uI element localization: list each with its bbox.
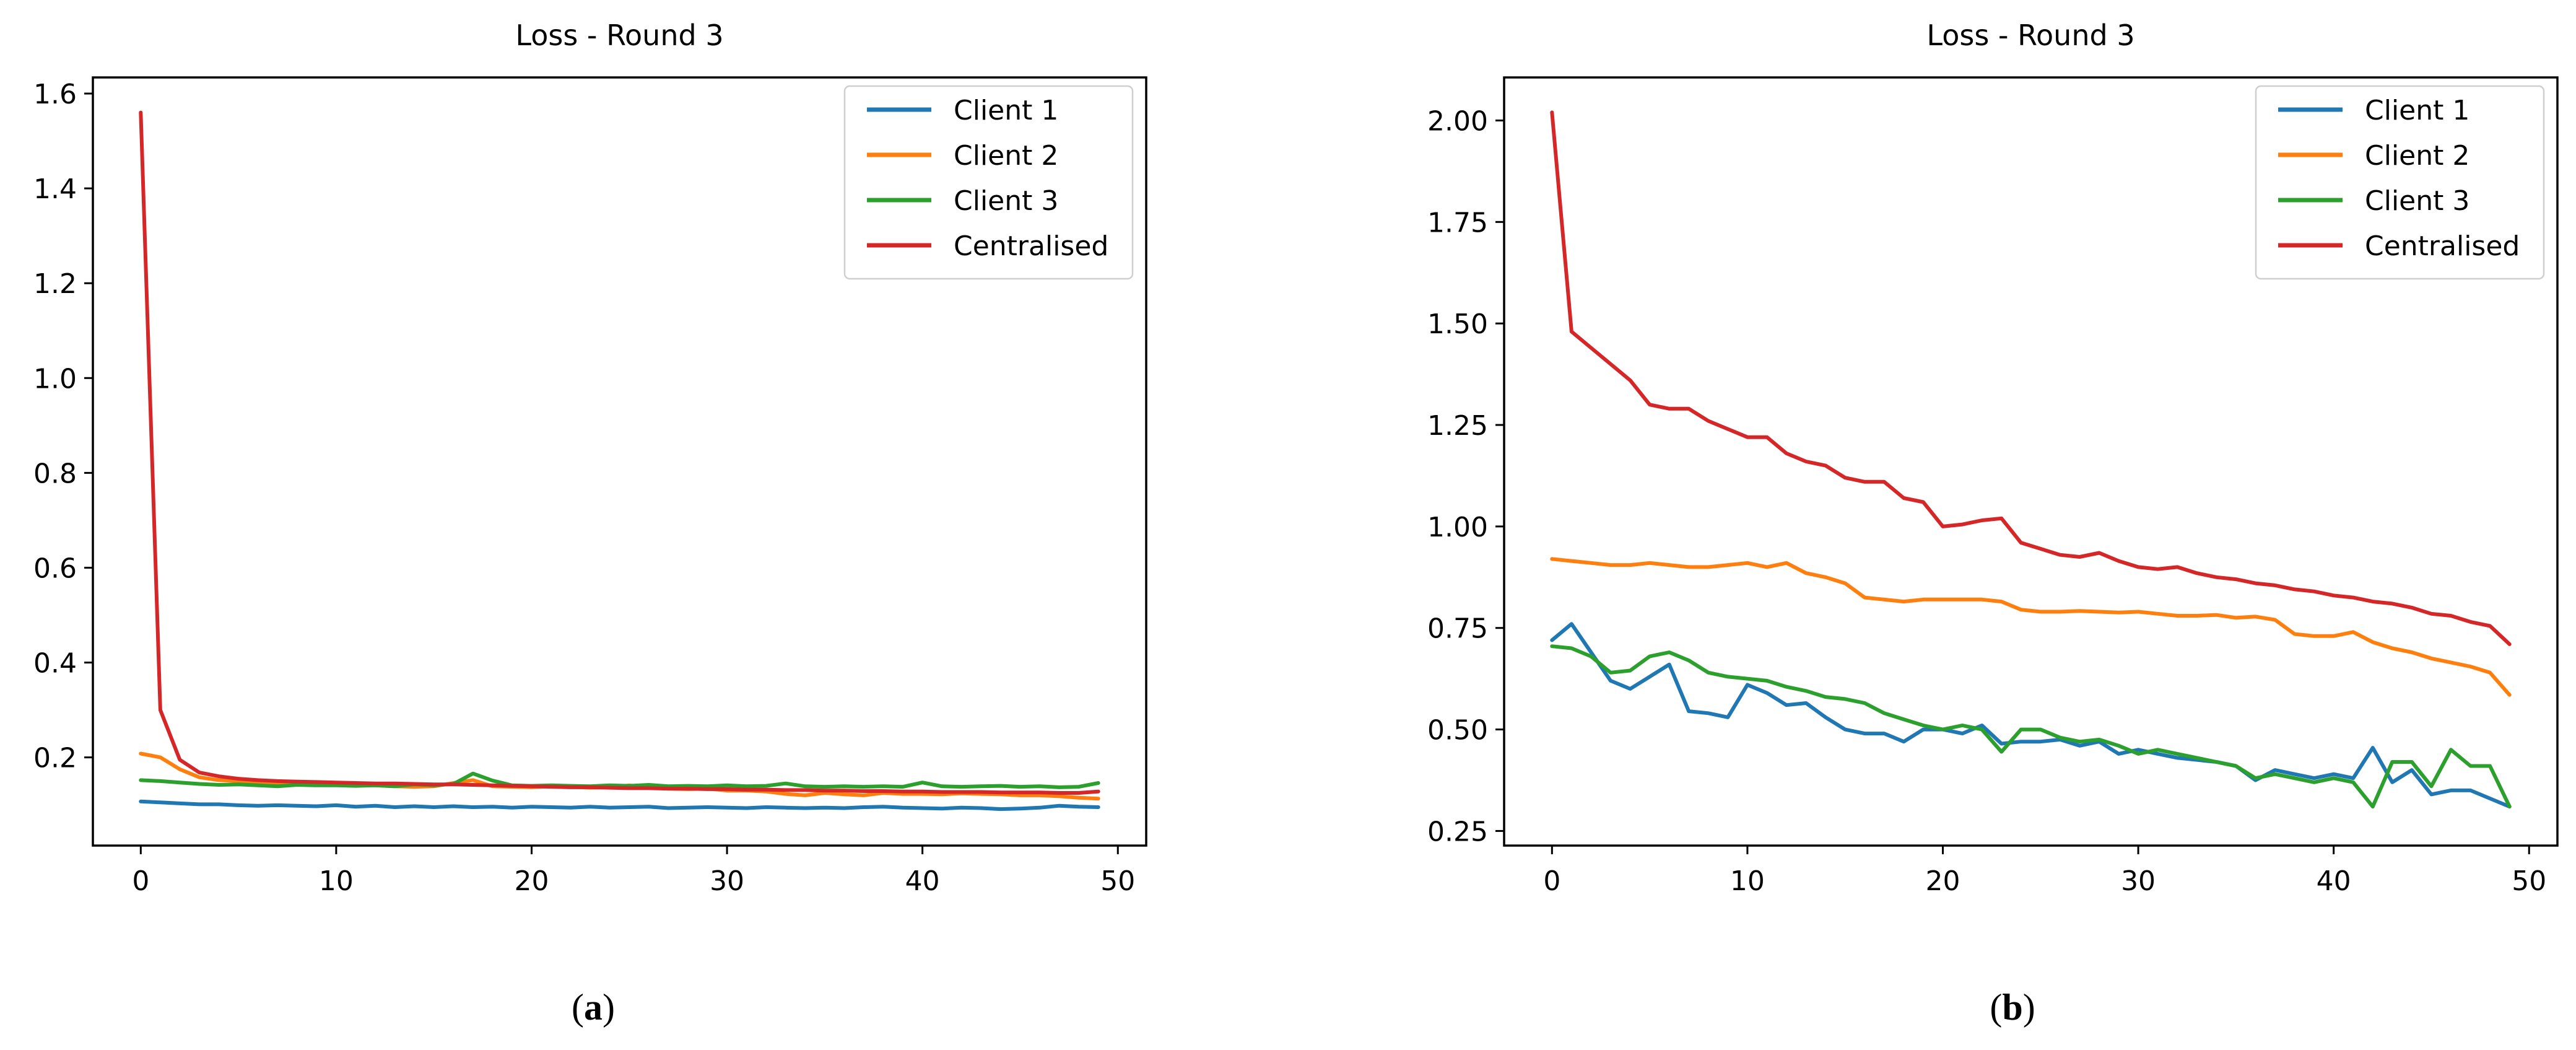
legend-label-client-1: Client 1 xyxy=(954,95,1058,126)
chart-title: Loss - Round 3 xyxy=(515,19,723,52)
caption-b: (b) xyxy=(1990,987,2035,1028)
x-tick-label: 20 xyxy=(1925,865,1960,897)
x-tick-label: 30 xyxy=(710,865,744,897)
y-tick-label: 0.4 xyxy=(33,648,77,680)
chart-panel-a: Loss - Round 3 0 10 20 30 40 50 0.2 0.4 0.6 0.8 1.0… xyxy=(33,19,1147,897)
series-line-client-1 xyxy=(1550,622,2512,809)
x-tick-label: 50 xyxy=(1100,865,1135,897)
y-tick-label: 1.75 xyxy=(1427,207,1488,238)
y-tick-label: 1.2 xyxy=(33,268,77,300)
x-tick-label: 0 xyxy=(1543,865,1560,897)
axes-frame xyxy=(1503,76,2559,847)
x-tick-label: 40 xyxy=(905,865,940,897)
legend: Client 1 Client 2 Client 3 Centralised xyxy=(2255,85,2545,280)
x-tick-label: 0 xyxy=(132,865,149,897)
legend-label-centralised: Centralised xyxy=(2365,230,2520,262)
y-tick-label: 0.75 xyxy=(1427,613,1488,645)
legend: Client 1 Client 2 Client 3 Centralised xyxy=(843,85,1134,280)
series-line-centralised xyxy=(1550,110,2512,646)
legend-frame xyxy=(843,85,1134,280)
x-tick-label: 30 xyxy=(2121,865,2156,897)
y-tick-label: 2.00 xyxy=(1427,105,1488,137)
series-line-client-2 xyxy=(1550,557,2512,697)
caption-a: (a) xyxy=(572,987,615,1028)
legend-label-client-1: Client 1 xyxy=(2365,95,2469,126)
y-tick-label: 1.25 xyxy=(1427,410,1488,442)
y-tick-label: 0.2 xyxy=(33,743,77,774)
chart-title: Loss - Round 3 xyxy=(1926,19,2134,52)
series-line-client-3 xyxy=(139,771,1100,789)
y-tick-label: 0.50 xyxy=(1427,715,1488,746)
series-line-centralised xyxy=(139,110,1100,795)
x-tick-label: 10 xyxy=(1730,865,1765,897)
y-tick-label: 0.8 xyxy=(33,458,77,489)
series-line-client-3 xyxy=(1550,644,2512,809)
chart-panel-b: Loss - Round 3 0 10 20 30 40 50 0.25 0.50 0.75 1.0… xyxy=(1427,19,2559,897)
x-tick-label: 40 xyxy=(2317,865,2351,897)
legend-frame xyxy=(2255,85,2545,280)
y-tick-label: 1.4 xyxy=(33,173,77,205)
legend-label-client-2: Client 2 xyxy=(2365,140,2469,172)
x-tick-label: 10 xyxy=(319,865,354,897)
y-tick-label: 1.50 xyxy=(1427,308,1488,340)
y-tick-label: 1.00 xyxy=(1427,512,1488,543)
y-tick-label: 0.25 xyxy=(1427,816,1488,847)
legend-label-client-3: Client 3 xyxy=(954,185,1058,217)
axes-frame xyxy=(92,76,1147,847)
series-line-client-1 xyxy=(139,799,1100,812)
legend-label-centralised: Centralised xyxy=(954,230,1108,262)
y-tick-label: 0.6 xyxy=(33,553,77,584)
y-tick-label: 1.0 xyxy=(33,363,77,395)
legend-label-client-2: Client 2 xyxy=(954,140,1058,172)
y-tick-label: 1.6 xyxy=(33,79,77,110)
x-tick-label: 50 xyxy=(2512,865,2546,897)
legend-label-client-3: Client 3 xyxy=(2365,185,2469,217)
x-tick-label: 20 xyxy=(514,865,549,897)
